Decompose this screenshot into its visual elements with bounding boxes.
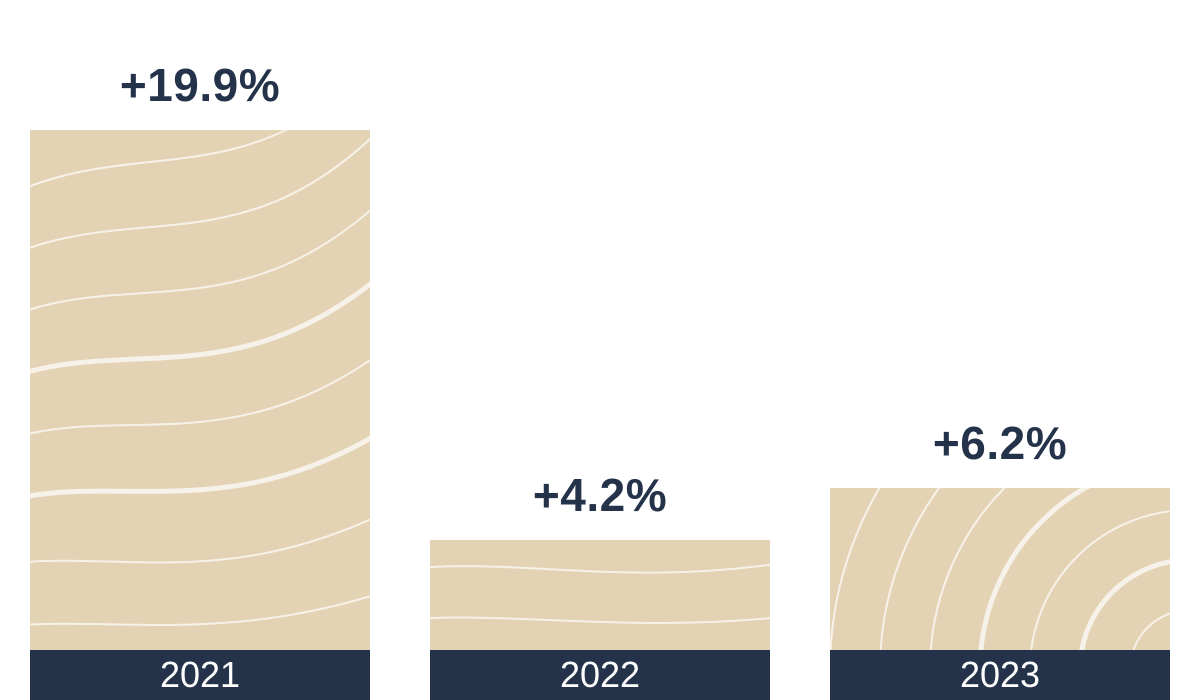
year-plate: 2022 (430, 650, 770, 700)
year-label: 2023 (960, 654, 1040, 696)
bar-2021 (30, 130, 370, 650)
year-label: 2022 (560, 654, 640, 696)
bar-group-2022: +4.2% 2022 (430, 0, 770, 700)
bar-pattern-rings-right (830, 488, 1170, 650)
bar-chart: +19.9% 2021 +4.2% (0, 0, 1200, 700)
value-label: +19.9% (120, 58, 280, 112)
value-label: +6.2% (933, 416, 1067, 470)
bar-pattern-waves-flat (430, 540, 770, 650)
year-plate: 2023 (830, 650, 1170, 700)
bar-2022 (430, 540, 770, 650)
bar-group-2023: +6.2% 2023 (830, 0, 1170, 700)
bar-pattern-waves-left (30, 130, 370, 650)
value-label: +4.2% (533, 468, 667, 522)
year-label: 2021 (160, 654, 240, 696)
bar-group-2021: +19.9% 2021 (30, 0, 370, 700)
year-plate: 2021 (30, 650, 370, 700)
bar-2023 (830, 488, 1170, 650)
